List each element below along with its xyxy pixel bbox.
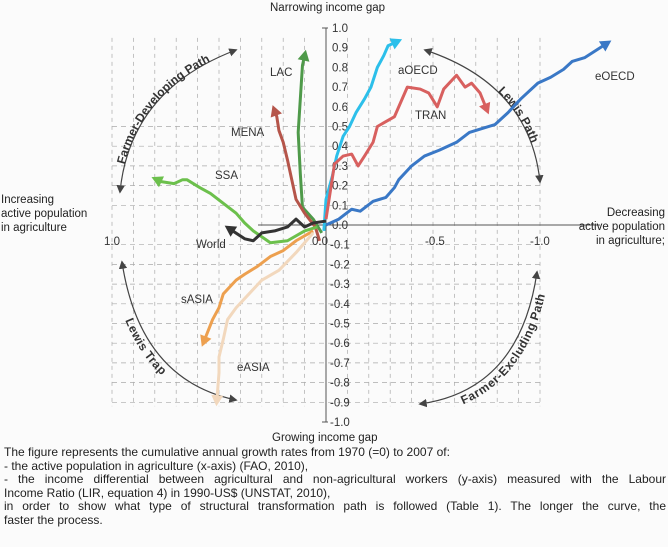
x-tick-label: 1.0 [104,236,120,248]
left-label-line: Increasing [1,194,55,206]
caption-line: The figure represents the cumulative ann… [4,445,450,459]
series-line-lac [296,55,323,234]
x-tick-label: -0.5 [425,236,445,248]
y-tick-label: -0.9 [330,397,350,409]
series-label-aoecd: aOECD [398,65,438,77]
series-arrowhead-mena [270,105,282,118]
left-label-line: in agriculture [1,222,67,234]
series-label-tran: TRAN [415,110,446,122]
series-arrowhead-aoecd [389,38,403,50]
y-tick-label: -0.7 [330,358,350,370]
farmer-developing-label: Farmer-Developing Path [114,51,212,165]
series-group [151,38,612,407]
caption-line: faster the process. [4,512,103,527]
figure-caption: The figure represents the cumulative ann… [4,445,666,528]
series-arrowhead-ssa [151,176,164,188]
y-tick-label: 0.7 [332,82,348,94]
y-tick-label: -0.6 [330,338,350,350]
series-arrowhead-lac [297,49,310,62]
y-tick-label: 0.6 [332,102,348,114]
y-tick-label: 0.0 [332,220,348,232]
caption-line: Income Ratio (LIR, equation 4) in 1990-U… [4,485,331,500]
y-tick-label: 1.0 [332,23,348,35]
series-line-tran [324,73,488,220]
path-chart: 1.00.90.80.70.60.50.40.30.20.10.0-0.1-0.… [104,23,635,429]
farmer-excluding-label: Farmer-Excluding Path [459,292,548,407]
series-arrowhead-world [224,225,238,237]
left-label-line: active population [1,208,88,220]
series-arrowhead-easia [211,394,224,407]
left-axis-label: Increasing active population in agricult… [1,193,87,235]
x-tick-label: 0.0 [312,236,328,248]
series-line-sasia [202,229,314,342]
series-line-world [228,217,327,243]
y-tick-label: -0.2 [330,259,350,271]
y-tick-label: -0.5 [330,319,350,331]
series-arrowhead-sasia [200,334,212,347]
top-axis-label: Narrowing income gap [270,2,386,14]
series-label-mena: MENA [231,127,265,139]
y-tick-label: -0.1 [330,240,350,252]
y-tick-label: 0.9 [332,43,348,55]
caption-line: - the active population in agriculture (… [4,458,309,473]
y-tick-label: 0.2 [332,181,348,193]
bottom-axis-label: Growing income gap [272,432,378,444]
y-tick-label: 0.8 [332,62,348,74]
y-tick-label: 0.1 [332,200,348,212]
x-tick-label: -1.0 [530,236,550,248]
y-tick-label: -1.0 [330,417,350,429]
series-label-ssa: SSA [215,170,238,182]
right-axis-label: Decreasing active population in agricult… [579,206,665,248]
series-label-sasia: sASIA [181,294,213,306]
right-label-line: Decreasing [606,207,665,219]
y-tick-label: -0.3 [330,279,350,291]
caption-line: in order to show what type of structural… [4,499,666,514]
series-line-mena [273,110,322,242]
lewis-trap-label: Lewis Trap [122,316,169,378]
series-label-eoecd: eOECD [595,71,635,83]
series-line-ssa [156,178,318,245]
y-tick-label: -0.8 [330,378,350,390]
grid [111,37,541,407]
y-tick-label: 0.5 [332,122,348,134]
series-arrowhead-eoecd [598,40,612,52]
y-tick-label: -0.4 [330,299,350,311]
caption-line: - the income differential between agricu… [4,472,666,487]
right-label-line: in agriculture; [595,235,665,247]
right-label-line: active population [578,221,665,233]
series-line-easia [215,231,315,401]
series-label-lac: LAC [270,67,292,79]
series-line-eoecd [325,42,608,227]
series-labels: eOECD aOECD TRAN LAC MENA SSA World sASIA eASIA [181,65,635,374]
series-arrowhead-tran [479,101,491,115]
series-label-easia: eASIA [237,362,270,374]
series-label-world: World [196,239,226,251]
